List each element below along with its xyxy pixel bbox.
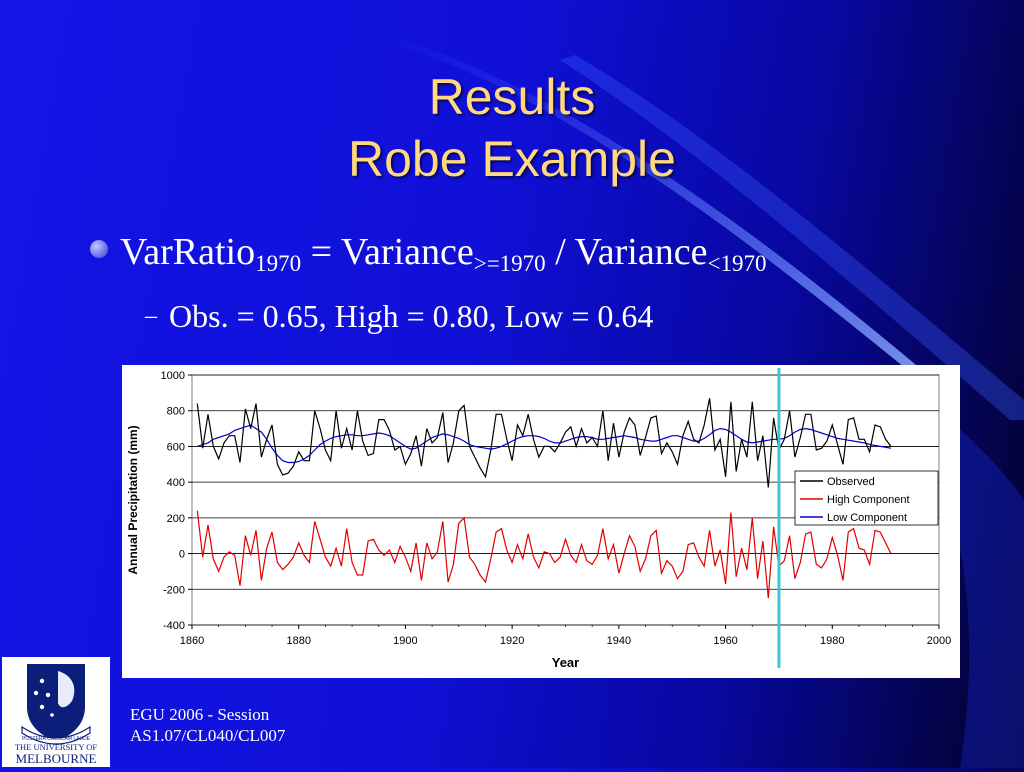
series-line-low-component bbox=[197, 424, 892, 464]
footer-line-1: EGU 2006 - Session bbox=[130, 705, 270, 724]
y-tick-label: 1000 bbox=[161, 370, 185, 382]
x-tick-label: 1960 bbox=[713, 635, 737, 647]
svg-text:POSTERA CRESCAM LAUDE: POSTERA CRESCAM LAUDE bbox=[22, 736, 91, 742]
slide-title: Results Robe Example bbox=[0, 66, 1024, 190]
logo-text-line1: THE UNIVERSITY OF bbox=[15, 742, 98, 752]
y-tick-label: -200 bbox=[163, 584, 185, 596]
precipitation-chart: -400 -200 0 200 400 600 800 1000 1860 1880 1900 192… bbox=[122, 365, 960, 678]
x-tick-label: 2000 bbox=[927, 635, 951, 647]
x-tick-label: 1980 bbox=[820, 635, 844, 647]
results-text: Obs. = 0.65, High = 0.80, Low = 0.64 bbox=[169, 298, 654, 334]
x-tick-label: 1920 bbox=[500, 635, 524, 647]
formula-mid2: / Variance bbox=[545, 231, 708, 273]
title-line-2: Robe Example bbox=[348, 131, 676, 187]
series-line-high-component bbox=[196, 510, 892, 599]
formula-prefix: VarRatio bbox=[120, 231, 256, 273]
y-tick-label: 600 bbox=[167, 441, 185, 453]
y-tick-label: 200 bbox=[167, 513, 185, 525]
results-subbullet: – Obs. = 0.65, High = 0.80, Low = 0.64 bbox=[145, 298, 653, 335]
bullet-dot-icon bbox=[90, 240, 108, 258]
logo-text-line2: MELBOURNE bbox=[16, 751, 97, 766]
university-logo: POSTERA CRESCAM LAUDE THE UNIVERSITY OF … bbox=[2, 657, 110, 767]
y-tick-label: 0 bbox=[179, 549, 185, 561]
y-axis-label: Annual Precipitation (mm) bbox=[126, 425, 140, 574]
formula-sub-before: <1970 bbox=[707, 251, 767, 276]
legend-label: Observed bbox=[827, 476, 875, 488]
formula-sub-after: >=1970 bbox=[473, 251, 546, 276]
x-axis-label: Year bbox=[552, 655, 579, 670]
legend-box bbox=[794, 470, 939, 526]
formula-bullet: VarRatio1970 = Variance>=1970 / Variance… bbox=[90, 230, 766, 277]
chart-svg: -400 -200 0 200 400 600 800 1000 1860 1880 1900 192… bbox=[126, 370, 951, 670]
formula-sub-year: 1970 bbox=[255, 251, 302, 276]
x-tick-label: 1940 bbox=[607, 635, 631, 647]
y-tick-label: -400 bbox=[163, 620, 185, 632]
footer-session: EGU 2006 - Session AS1.07/CL040/CL007 bbox=[130, 704, 285, 746]
university-crest-icon: POSTERA CRESCAM LAUDE THE UNIVERSITY OF … bbox=[15, 664, 98, 766]
y-tick-label: 800 bbox=[167, 406, 185, 418]
x-tick-label: 1860 bbox=[180, 635, 204, 647]
legend-label: Low Component bbox=[827, 512, 907, 524]
sub-bullet-dash: – bbox=[145, 303, 157, 329]
footer-line-2: AS1.07/CL040/CL007 bbox=[130, 726, 286, 745]
x-tick-label: 1880 bbox=[286, 635, 310, 647]
formula-mid: = Variance bbox=[301, 231, 474, 273]
title-line-1: Results bbox=[428, 69, 596, 125]
series-line-observed bbox=[196, 398, 892, 488]
y-tick-label: 400 bbox=[167, 477, 185, 489]
x-tick-label: 1900 bbox=[393, 635, 417, 647]
legend-label: High Component bbox=[827, 494, 910, 506]
